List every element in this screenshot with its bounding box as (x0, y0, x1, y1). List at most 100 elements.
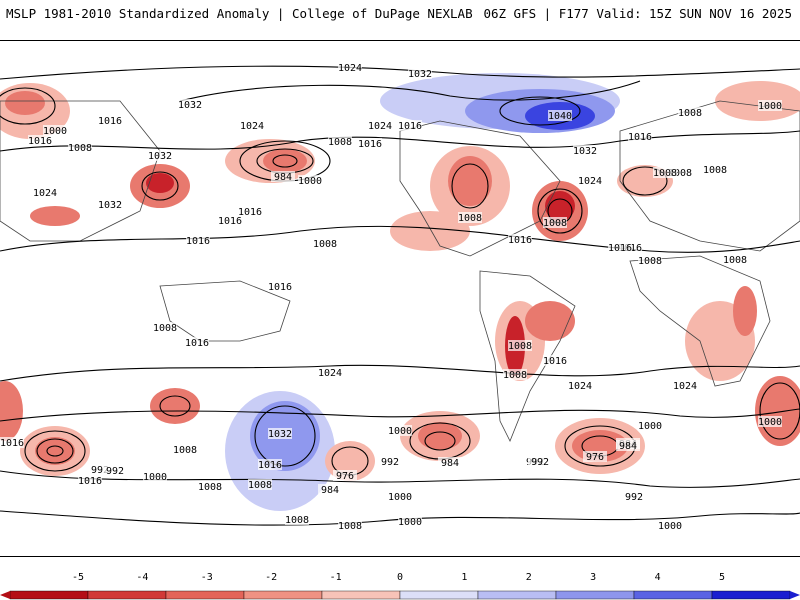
isobar-label-bg (723, 254, 747, 265)
isobar-label-bg (638, 420, 662, 431)
colorbar-tick-label: 4 (654, 572, 661, 583)
isobar-label-bg (68, 142, 92, 153)
isobar-label: 1016 (185, 338, 209, 349)
isobar-label: 1008 (638, 256, 662, 267)
isobar-label-bg (198, 481, 222, 492)
isobar-label-bg (318, 484, 342, 495)
isobar-label-bg (578, 175, 602, 186)
isobar-label-bg (378, 456, 402, 467)
isobar-label-bg (368, 120, 392, 131)
isobar-label-bg (258, 459, 282, 470)
isobar-label-bg (628, 131, 652, 142)
isobar-label: 1032 (178, 100, 202, 111)
isobar-label: 1008 (653, 168, 677, 179)
isobar-label-bg (240, 120, 264, 131)
isobar-label: 1032 (573, 146, 597, 157)
isobar-label: 1016 (628, 132, 652, 143)
isobar-label-bg (622, 491, 646, 502)
isobars (0, 65, 800, 526)
isobar-label-bg (638, 255, 662, 266)
isobar-label: 992 (91, 465, 109, 476)
isobar-label-bg (143, 471, 167, 482)
isobar-label-bg (313, 238, 337, 249)
isobar-label-bg (338, 62, 362, 73)
anomaly-area (525, 301, 575, 341)
colorbar-tick-label: 0 (396, 572, 404, 583)
isobar-label-bg (508, 340, 532, 351)
colorbar-segment (9, 590, 89, 600)
isobar-label: 1016 (218, 216, 242, 227)
isobar-label-bg (508, 234, 532, 245)
isobar-label: 1008 (668, 168, 692, 179)
isobar-label-bg (668, 167, 692, 178)
colorbar-segment (711, 590, 791, 600)
isobar-label: 1008 (248, 480, 272, 491)
isobar-label-bg (271, 171, 295, 182)
isobar-label-bg (148, 150, 172, 161)
isobar-label: 1008 (508, 341, 532, 352)
isobar-label: 976 (586, 452, 604, 463)
anomaly-map[interactable]: 1024 1032 1032 1024 1000 1016 1008 1016 1032 1024… (0, 40, 800, 557)
colorbar-tick-label: -1 (329, 572, 342, 583)
isobar-label: 1000 (388, 426, 412, 437)
colorbar-tick-label: 2 (525, 572, 532, 583)
isobar-label-bg (285, 514, 309, 525)
isobar-label-bg (583, 451, 607, 462)
isobar-label: 1016 (186, 236, 210, 247)
colorbar-segment (399, 590, 479, 600)
isobar-label: 1000 (758, 417, 782, 428)
anomaly-area (545, 191, 575, 221)
isobar-label-bg (398, 516, 422, 527)
anomaly-area (755, 376, 800, 446)
isobar-label: 984 (274, 172, 292, 183)
isobar-label: 1000 (638, 421, 662, 432)
isobar-label: 1008 (458, 213, 482, 224)
isobar-label: 992 (106, 466, 124, 477)
isobar-label: 1016 (608, 243, 632, 254)
isobar-label-bg (503, 369, 527, 380)
isobar-label: 1024 (578, 176, 602, 187)
isobar-label-bg (238, 206, 262, 217)
isobar-label-bg (338, 520, 362, 531)
isobar-label-bg (298, 175, 322, 186)
isobar-label-bg (608, 242, 632, 253)
colorbar: -5 -4 -3 -2 -1 0 1 2 3 4 5 (0, 560, 800, 600)
isobar-label-bg (33, 187, 57, 198)
isobar-label: 1008 (338, 521, 362, 532)
isobar-label: 1016 (543, 356, 567, 367)
anomaly-area (263, 149, 307, 173)
isobar-label-bg (548, 110, 572, 121)
colorbar-segment (633, 590, 713, 600)
isobar-label-bg (328, 136, 352, 147)
anomaly-area (35, 437, 75, 465)
isobar-label: 1008 (503, 370, 527, 381)
colorbar-tick-label: -3 (200, 572, 213, 583)
colorbar-max-arrow (790, 591, 800, 599)
isobar-label: 1000 (388, 492, 412, 503)
isobar-label-bg (178, 99, 202, 110)
isobar-label: 1024 (33, 188, 57, 199)
anomaly-area (146, 173, 174, 193)
isobar-label: 1016 (398, 121, 422, 132)
isobar-label: 1008 (328, 137, 352, 148)
isobar-label: 1016 (98, 116, 122, 127)
isobar-label: 1008 (313, 239, 337, 250)
isobar-label-bg (528, 456, 552, 467)
isobar-label-bg (543, 355, 567, 366)
isobar-label: 992 (381, 457, 399, 468)
anomaly-area (418, 422, 462, 450)
isobar-label-bg (28, 135, 52, 146)
isobar-label-bg (408, 68, 432, 79)
colorbar-tick-label: 3 (590, 572, 597, 583)
isobar-label-bg (458, 212, 482, 223)
colorbar-segment (243, 590, 323, 600)
isobar-label: 1000 (758, 101, 782, 112)
isobar-label-bg (268, 281, 292, 292)
isobar-label-bg (658, 520, 682, 531)
isobar-label: 976 (336, 471, 354, 482)
colorbar-tick-label: 1 (461, 572, 468, 583)
isobar-label: 1008 (723, 255, 747, 266)
isobar-label: 984 (619, 441, 637, 452)
isobar-label: 1000 (298, 176, 322, 187)
colorbar-segment (321, 590, 401, 600)
